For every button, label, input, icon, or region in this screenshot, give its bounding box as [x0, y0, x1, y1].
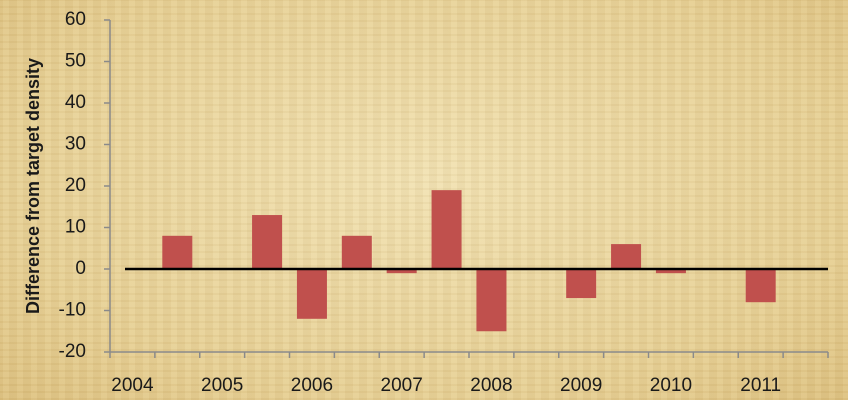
bar	[252, 215, 283, 269]
y-tick-label: 10	[65, 217, 86, 238]
x-tick-label: 2004	[111, 375, 154, 396]
bar	[296, 269, 327, 319]
bar	[745, 269, 776, 303]
y-tick-label: 40	[65, 92, 86, 113]
x-tick-label: 2009	[560, 375, 602, 396]
y-tick-label: 30	[65, 134, 86, 155]
bar	[655, 269, 686, 274]
y-tick-label: -20	[59, 341, 86, 362]
x-tick-label: 2007	[381, 375, 423, 396]
y-tick-label: 60	[65, 9, 86, 30]
bar	[611, 244, 642, 269]
x-tick-label: 2010	[650, 375, 692, 396]
y-tick-label: 50	[65, 51, 86, 72]
x-tick-label: 2011	[740, 375, 781, 396]
y-tick-label: -10	[59, 300, 86, 321]
bar	[386, 269, 417, 274]
x-tick-label: 2005	[201, 375, 243, 396]
y-axis-label: Difference from target density	[23, 58, 43, 314]
bar	[162, 235, 193, 269]
x-tick-label: 2008	[470, 375, 512, 396]
y-tick-label: 20	[65, 175, 86, 196]
bar	[431, 190, 462, 269]
bar	[341, 235, 372, 269]
y-tick-label: 0	[75, 258, 86, 279]
x-tick-label: 2006	[291, 375, 333, 396]
bar	[566, 269, 597, 299]
bar	[476, 269, 507, 332]
